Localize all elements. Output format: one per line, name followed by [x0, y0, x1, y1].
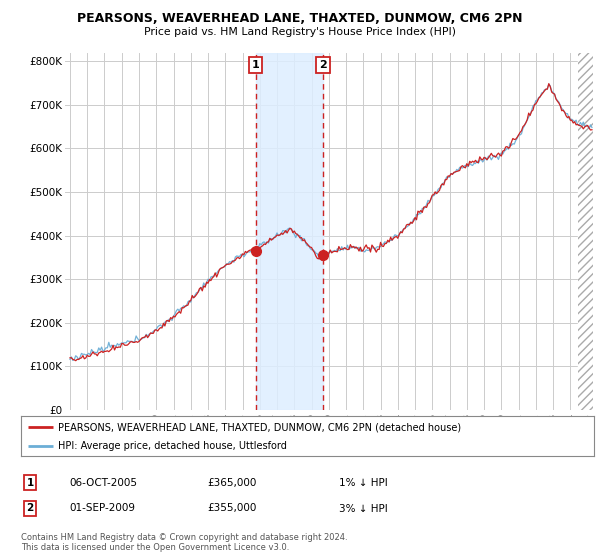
Text: 1: 1: [26, 478, 34, 488]
Text: Price paid vs. HM Land Registry's House Price Index (HPI): Price paid vs. HM Land Registry's House …: [144, 27, 456, 37]
Text: 2: 2: [319, 60, 327, 70]
Text: 3% ↓ HPI: 3% ↓ HPI: [339, 503, 388, 514]
Text: £355,000: £355,000: [207, 503, 256, 514]
Text: 06-OCT-2005: 06-OCT-2005: [69, 478, 137, 488]
Text: £365,000: £365,000: [207, 478, 256, 488]
Text: 1: 1: [252, 60, 260, 70]
Text: PEARSONS, WEAVERHEAD LANE, THAXTED, DUNMOW, CM6 2PN: PEARSONS, WEAVERHEAD LANE, THAXTED, DUNM…: [77, 12, 523, 25]
Text: Contains HM Land Registry data © Crown copyright and database right 2024.: Contains HM Land Registry data © Crown c…: [21, 533, 347, 542]
Text: PEARSONS, WEAVERHEAD LANE, THAXTED, DUNMOW, CM6 2PN (detached house): PEARSONS, WEAVERHEAD LANE, THAXTED, DUNM…: [58, 422, 461, 432]
Bar: [578, 53, 600, 410]
Text: This data is licensed under the Open Government Licence v3.0.: This data is licensed under the Open Gov…: [21, 543, 289, 552]
Bar: [256, 53, 323, 410]
Text: 1% ↓ HPI: 1% ↓ HPI: [339, 478, 388, 488]
Bar: [578, 53, 600, 410]
Text: 01-SEP-2009: 01-SEP-2009: [69, 503, 135, 514]
Text: HPI: Average price, detached house, Uttlesford: HPI: Average price, detached house, Uttl…: [58, 441, 287, 451]
Text: 2: 2: [26, 503, 34, 514]
